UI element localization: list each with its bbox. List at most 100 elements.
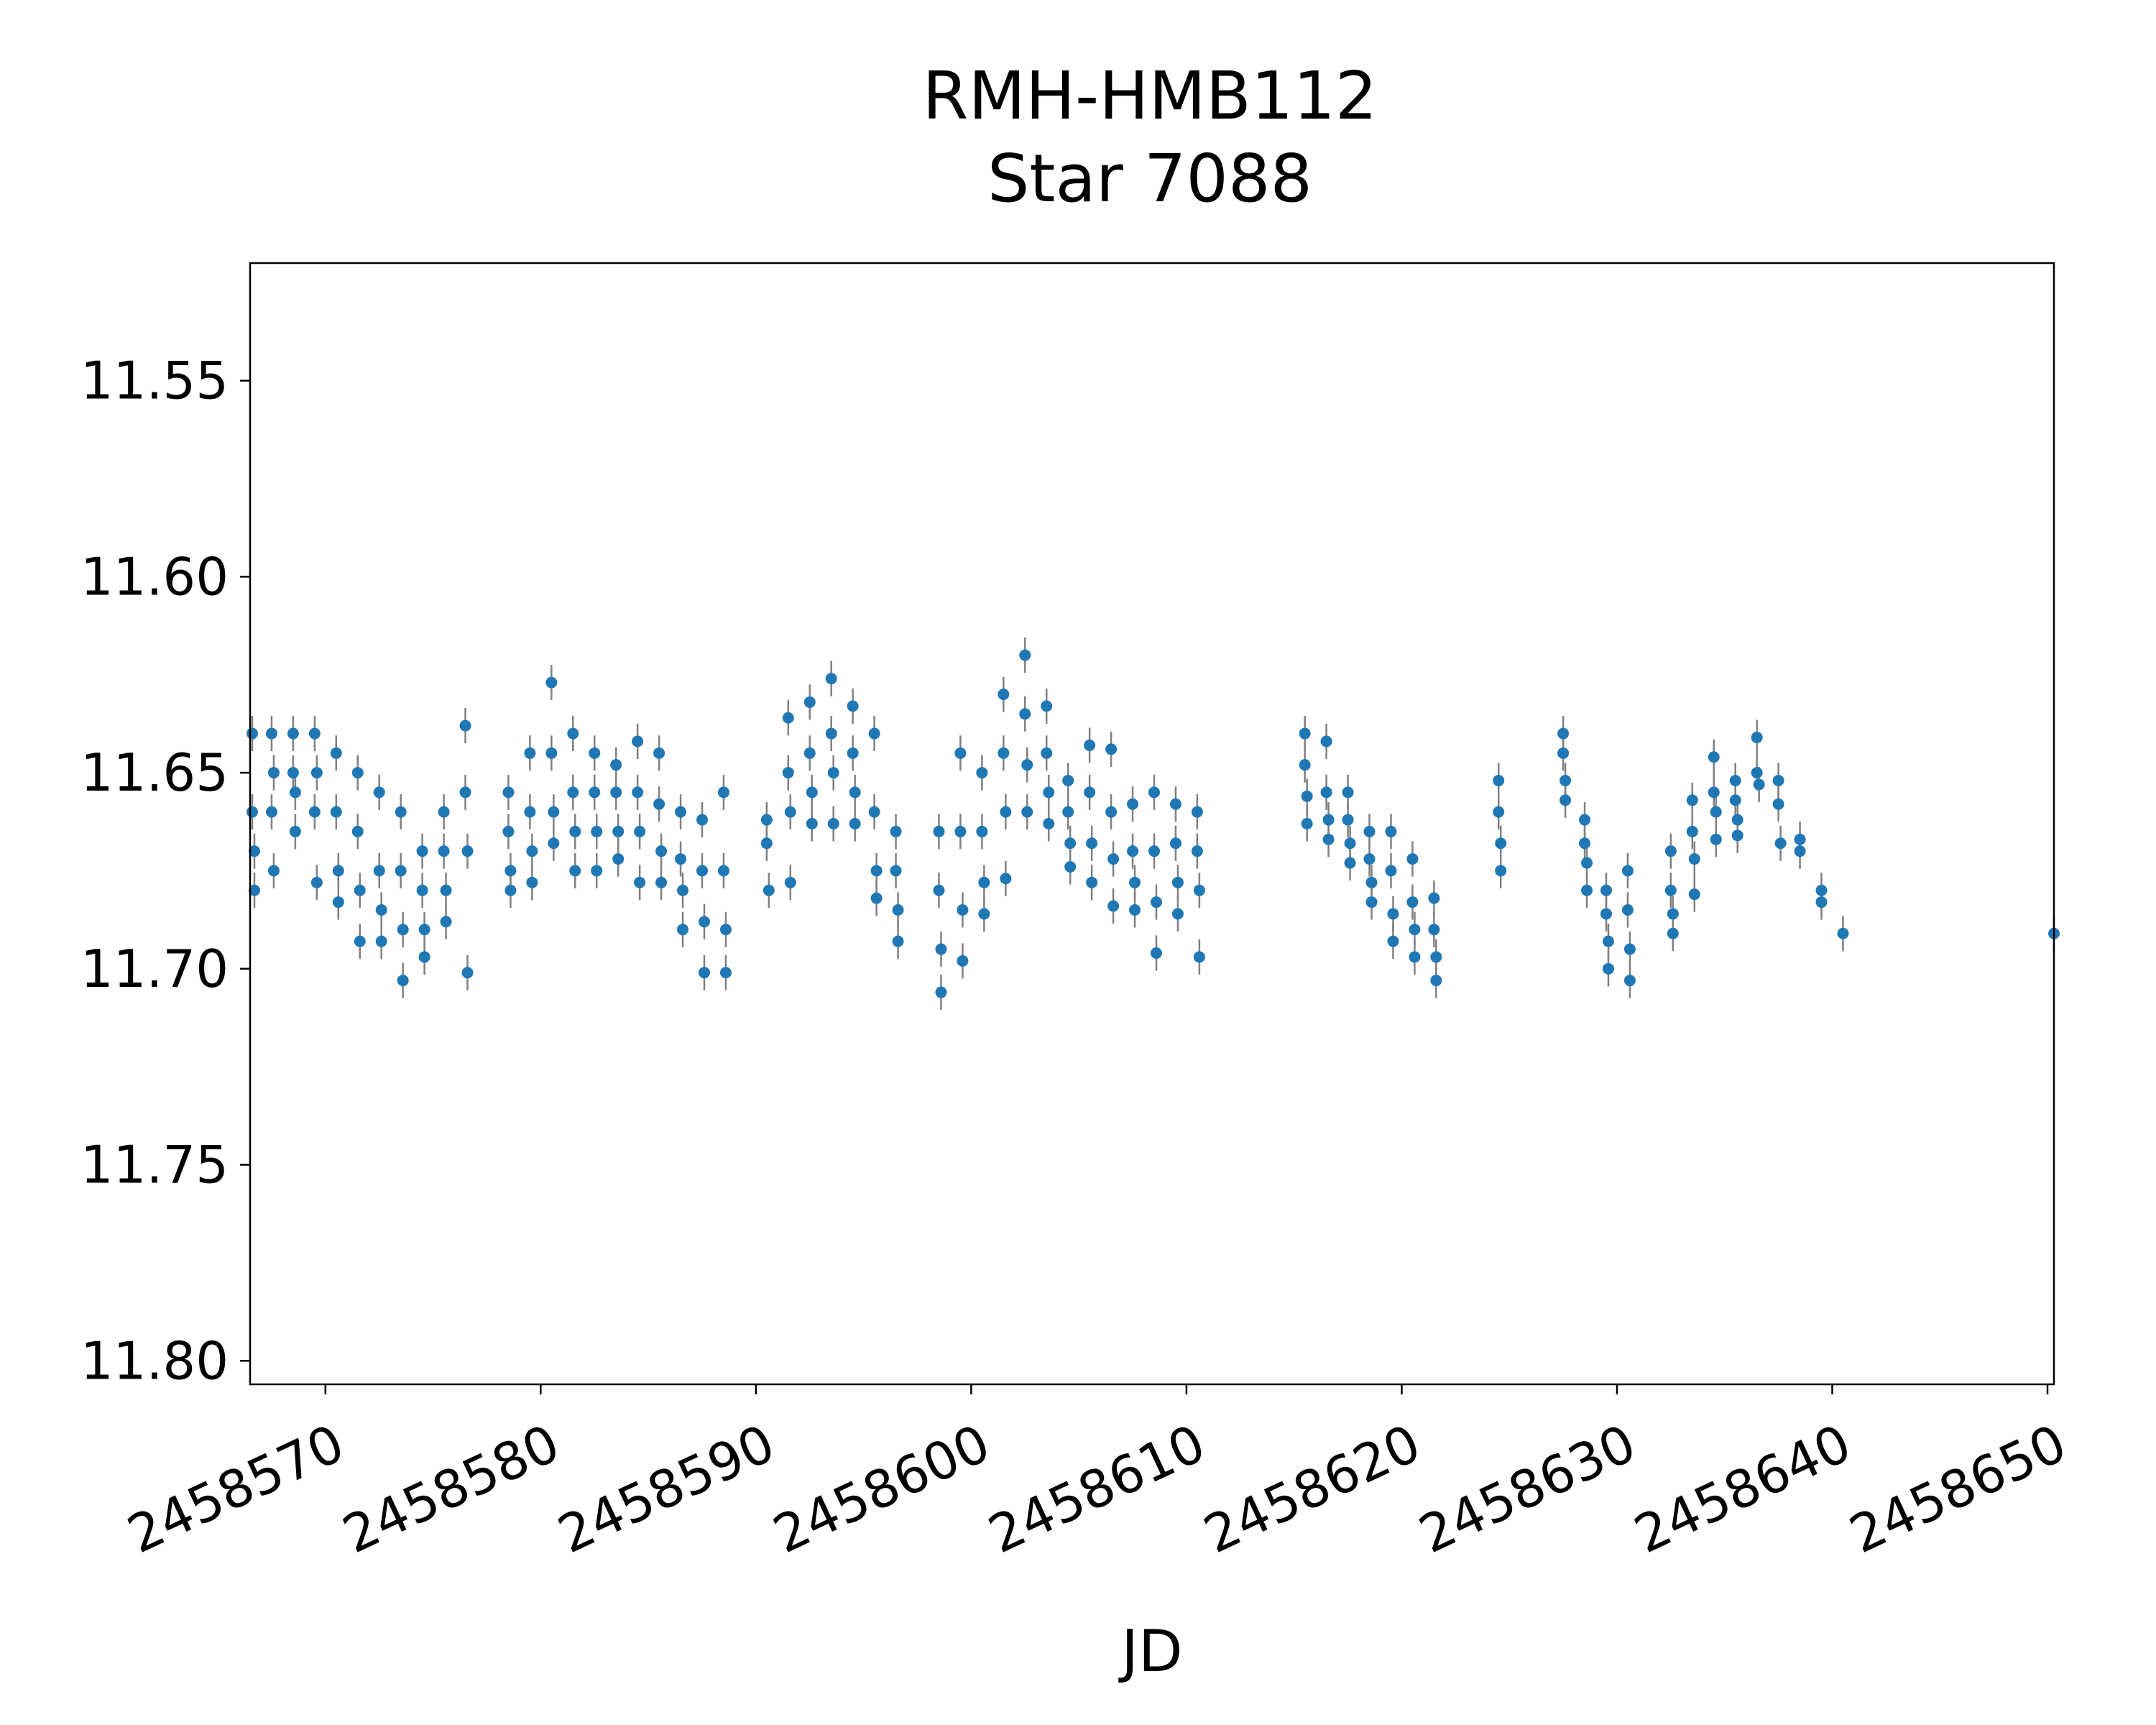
data-point bbox=[849, 786, 861, 799]
data-point bbox=[375, 904, 387, 916]
data-point bbox=[1000, 806, 1012, 818]
data-point bbox=[847, 747, 859, 759]
data-point bbox=[1191, 806, 1203, 818]
data-point bbox=[1043, 786, 1055, 799]
data-point bbox=[892, 904, 904, 916]
data-point bbox=[1579, 837, 1591, 850]
data-point bbox=[784, 876, 796, 888]
data-point bbox=[375, 935, 387, 947]
data-point bbox=[1363, 825, 1376, 837]
data-point bbox=[870, 892, 883, 904]
data-point bbox=[1667, 908, 1679, 920]
data-point bbox=[1021, 806, 1033, 818]
data-point bbox=[825, 673, 837, 685]
data-point bbox=[1751, 732, 1763, 743]
data-point bbox=[1385, 825, 1397, 837]
data-point bbox=[632, 786, 644, 799]
data-point bbox=[1322, 833, 1335, 845]
data-point bbox=[610, 759, 622, 771]
data-point bbox=[1579, 814, 1591, 826]
data-point bbox=[1602, 962, 1614, 975]
data-point bbox=[289, 786, 301, 799]
data-point bbox=[1621, 904, 1634, 916]
data-point bbox=[978, 908, 990, 920]
data-point bbox=[438, 845, 450, 857]
data-point bbox=[1019, 708, 1031, 720]
data-point bbox=[1299, 759, 1311, 771]
data-point bbox=[675, 806, 687, 818]
x-tick-label: 2458600 bbox=[765, 1413, 999, 1565]
data-point bbox=[332, 865, 344, 877]
data-point bbox=[612, 825, 625, 837]
plot-area bbox=[246, 637, 2060, 1011]
data-point bbox=[1557, 727, 1570, 740]
data-point bbox=[1086, 837, 1098, 850]
data-point bbox=[1363, 853, 1376, 865]
data-point bbox=[1710, 833, 1722, 845]
data-point bbox=[655, 845, 668, 857]
data-point bbox=[847, 700, 859, 712]
data-point bbox=[1041, 747, 1053, 759]
data-point bbox=[954, 825, 967, 837]
data-point bbox=[1105, 743, 1118, 755]
data-point bbox=[1193, 951, 1205, 963]
data-point bbox=[1600, 908, 1612, 920]
data-point bbox=[1084, 739, 1096, 751]
data-point bbox=[395, 865, 407, 877]
data-point bbox=[589, 786, 601, 799]
data-point bbox=[1169, 798, 1181, 810]
data-point bbox=[589, 747, 601, 759]
data-point bbox=[505, 865, 517, 877]
data-point bbox=[1710, 806, 1722, 818]
data-point bbox=[717, 786, 729, 799]
data-point bbox=[1387, 935, 1399, 947]
data-point bbox=[1129, 876, 1141, 888]
data-point bbox=[1774, 837, 1787, 850]
data-point bbox=[935, 943, 947, 955]
y-axis: 11.55 11.60 11.65 11.70 11.75 11.80 bbox=[80, 351, 250, 1391]
data-point bbox=[1729, 794, 1741, 806]
y-tick-label: 11.65 bbox=[80, 742, 229, 803]
data-point bbox=[591, 865, 603, 877]
data-point bbox=[1664, 845, 1677, 857]
data-point bbox=[418, 924, 430, 936]
data-point bbox=[248, 845, 260, 857]
data-point bbox=[825, 727, 837, 740]
data-point bbox=[719, 924, 732, 936]
data-point bbox=[849, 818, 861, 829]
data-point bbox=[1107, 900, 1120, 912]
data-point bbox=[265, 727, 277, 740]
data-point bbox=[1021, 759, 1033, 771]
data-point bbox=[976, 825, 988, 837]
data-point bbox=[1342, 814, 1354, 826]
data-point bbox=[653, 798, 665, 810]
data-point bbox=[548, 806, 560, 818]
data-point bbox=[567, 727, 579, 740]
data-point bbox=[440, 884, 452, 896]
data-point bbox=[1664, 884, 1677, 896]
data-point bbox=[760, 814, 773, 826]
data-point bbox=[591, 825, 603, 837]
data-point bbox=[803, 747, 816, 759]
data-point bbox=[1107, 853, 1120, 865]
data-point bbox=[397, 975, 409, 987]
data-point bbox=[1171, 908, 1184, 920]
data-point bbox=[1169, 837, 1181, 850]
data-point bbox=[806, 786, 818, 799]
data-point bbox=[351, 767, 364, 779]
data-point bbox=[1686, 825, 1698, 837]
data-point bbox=[1428, 924, 1440, 936]
data-point bbox=[677, 884, 689, 896]
data-point bbox=[505, 884, 517, 896]
data-point bbox=[438, 806, 450, 818]
data-point bbox=[612, 853, 625, 865]
data-point bbox=[1127, 845, 1139, 857]
data-point bbox=[395, 806, 407, 818]
data-point bbox=[416, 845, 428, 857]
data-point bbox=[890, 825, 902, 837]
data-point bbox=[954, 747, 967, 759]
data-point bbox=[308, 806, 321, 818]
data-point bbox=[675, 853, 687, 865]
data-point bbox=[1064, 861, 1077, 873]
data-point bbox=[1731, 814, 1743, 826]
